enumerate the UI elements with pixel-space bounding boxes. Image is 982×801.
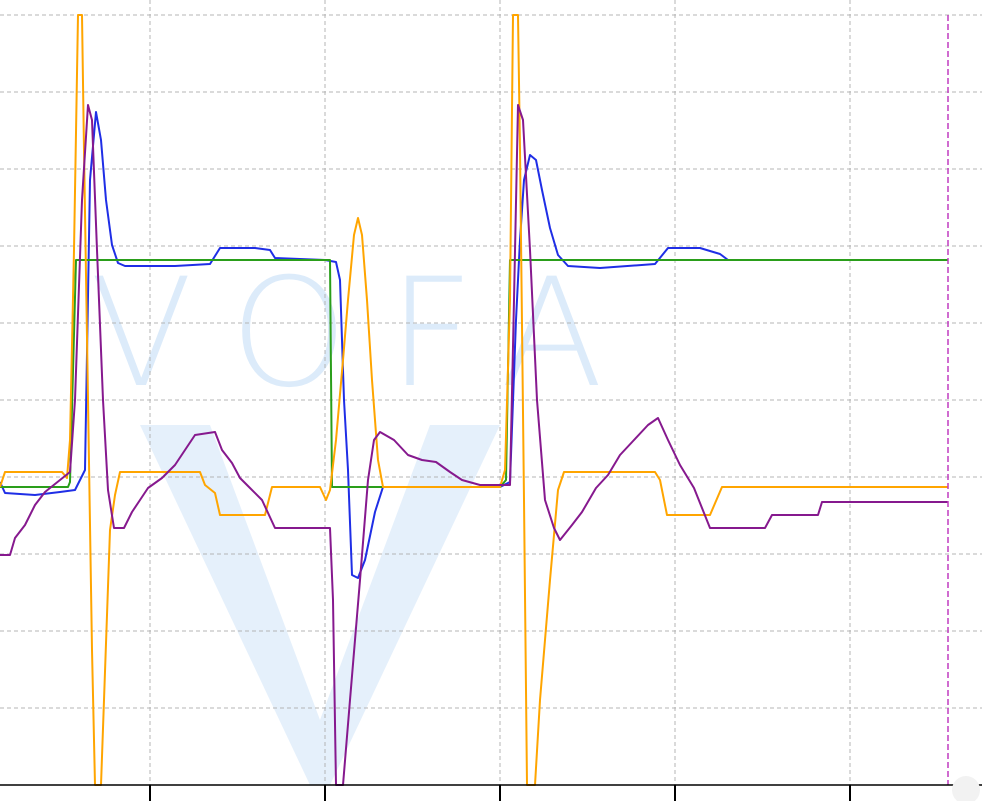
series-line-0: [0, 111, 855, 579]
series-lines: [0, 14, 948, 786]
watermark-text: VOFA: [90, 247, 643, 421]
watermark-v-shape: [140, 425, 500, 785]
series-line-3: [0, 104, 948, 786]
corner-indicator: [952, 776, 980, 801]
x-axis-ticks: [149, 785, 851, 801]
vofa-watermark-logo: VOFA: [90, 247, 643, 785]
series-line-2: [0, 14, 948, 786]
